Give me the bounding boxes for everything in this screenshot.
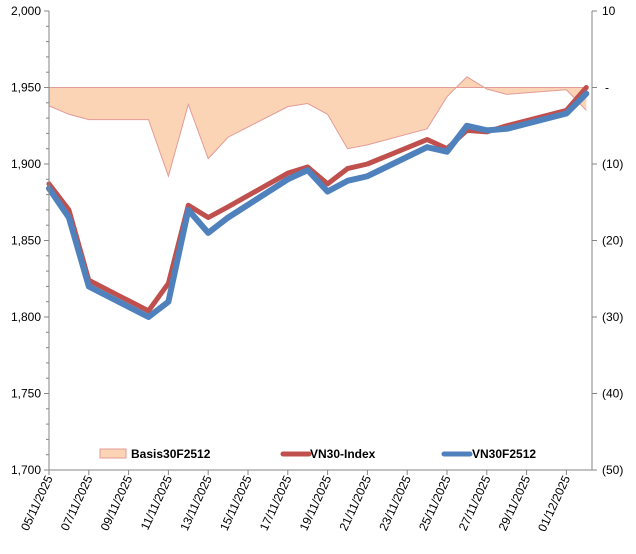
x-tick-label: 15/11/2025 [217,473,255,533]
right-tick-label: 10 [602,4,616,18]
left-tick-label: 1,900 [11,157,41,171]
legend-label-basis: Basis30F2512 [131,447,211,461]
legend: Basis30F2512 VN30-Index VN30F2512 [100,447,536,461]
x-tick-label: 19/11/2025 [297,473,335,533]
line-layer [49,87,586,317]
x-tick-label: 13/11/2025 [177,473,215,533]
x-tick-label: 17/11/2025 [257,473,295,533]
x-tick-label: 23/11/2025 [376,473,414,533]
left-tick-label: 1,950 [11,81,41,95]
x-tick-label: 21/11/2025 [336,473,374,533]
legend-label-vn30f2512: VN30F2512 [472,447,536,461]
right-tick-label: (20) [602,234,623,248]
right-tick-label: (40) [602,387,623,401]
x-tick-label: 09/11/2025 [98,473,136,533]
x-tick-label: 05/11/2025 [18,473,56,533]
right-tick-label: (30) [602,310,623,324]
left-tick-label: 2,000 [11,4,41,18]
series-line-vn30f2512 [49,94,586,317]
left-tick-label: 1,850 [11,234,41,248]
x-tick-label: 07/11/2025 [58,473,96,533]
x-tick-label: 25/11/2025 [416,473,454,533]
right-tick-label: (10) [602,157,623,171]
x-tick-label: 29/11/2025 [496,473,534,533]
right-tick-label: - [605,81,609,95]
left-tick-label: 1,750 [11,387,41,401]
legend-label-vn30-index: VN30-Index [310,447,376,461]
series-line-vn30-index [49,88,586,311]
left-tick-label: 1,700 [11,463,41,477]
legend-swatch-basis [100,449,126,458]
x-tick-label: 01/12/2025 [535,473,573,534]
right-tick-label: (50) [602,463,623,477]
x-tick-label: 27/11/2025 [456,473,494,533]
x-tick-label: 11/11/2025 [138,473,175,532]
left-tick-label: 1,800 [11,310,41,324]
